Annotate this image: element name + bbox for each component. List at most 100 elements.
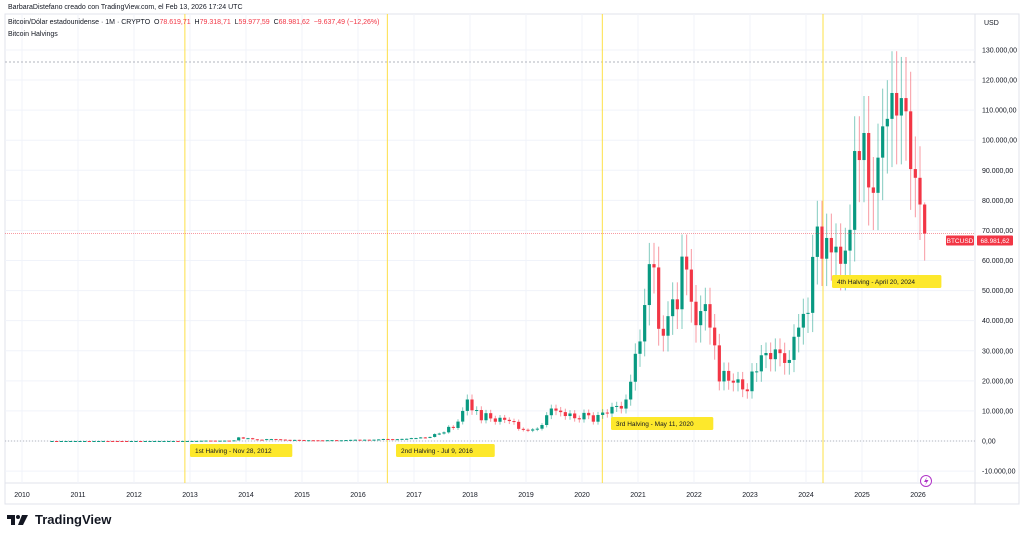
candle-body bbox=[638, 341, 642, 354]
candle bbox=[106, 440, 110, 442]
candle-body bbox=[545, 415, 549, 425]
open-label: O bbox=[154, 19, 160, 26]
candle-body bbox=[554, 408, 558, 411]
chart-credit: BarbaraDistefano creado con TradingView.… bbox=[8, 4, 243, 11]
candle bbox=[470, 394, 474, 415]
x-tick-label: 2018 bbox=[462, 492, 478, 499]
candle-body bbox=[605, 412, 609, 414]
candle bbox=[307, 440, 311, 442]
candle bbox=[909, 71, 913, 210]
candle-body bbox=[302, 440, 306, 442]
candle bbox=[750, 363, 754, 399]
candle bbox=[139, 440, 143, 442]
tradingview-logo[interactable]: TradingView bbox=[7, 512, 111, 527]
candle-body bbox=[829, 237, 833, 253]
candle-body bbox=[769, 353, 773, 360]
x-tick-label: 2022 bbox=[686, 492, 702, 499]
candle-body bbox=[265, 439, 269, 441]
candle bbox=[251, 437, 255, 440]
indicator-title[interactable]: Bitcoin Halvings bbox=[8, 31, 58, 38]
y-tick-label: 40.000,00 bbox=[982, 318, 1013, 325]
candle-body bbox=[199, 440, 203, 442]
candle-body bbox=[717, 345, 721, 382]
candle-body bbox=[83, 440, 87, 442]
y-tick-label: 30.000,00 bbox=[982, 348, 1013, 355]
candle bbox=[171, 440, 175, 442]
candle bbox=[736, 371, 740, 392]
candle bbox=[913, 136, 917, 218]
candle bbox=[507, 417, 511, 425]
candle-body bbox=[73, 440, 77, 442]
candle bbox=[610, 402, 614, 418]
candle-body bbox=[97, 440, 101, 442]
candle bbox=[871, 156, 875, 231]
candle-body bbox=[423, 437, 427, 439]
candle-body bbox=[213, 440, 217, 442]
candle bbox=[120, 440, 124, 442]
candle-body bbox=[503, 417, 507, 420]
high-value: 79.318,71 bbox=[199, 19, 231, 26]
candle-body bbox=[563, 412, 567, 417]
open-value: 78.619,71 bbox=[159, 19, 191, 26]
candle-body bbox=[582, 412, 586, 420]
candle-body bbox=[610, 406, 614, 414]
candle-body bbox=[685, 256, 689, 270]
candle bbox=[783, 342, 787, 375]
candle bbox=[773, 338, 777, 372]
candle-body bbox=[279, 439, 283, 441]
candle-body bbox=[843, 250, 847, 264]
candle-body bbox=[274, 439, 278, 441]
candle bbox=[694, 285, 698, 343]
candle-body bbox=[521, 428, 525, 430]
candle bbox=[237, 436, 241, 441]
candle bbox=[629, 374, 633, 406]
candle-body bbox=[111, 440, 115, 442]
candle bbox=[143, 440, 147, 442]
candle bbox=[540, 423, 544, 431]
candle bbox=[50, 440, 54, 442]
tradingview-logo-icon bbox=[7, 514, 28, 525]
candle-body bbox=[857, 151, 861, 161]
candle-body bbox=[657, 267, 661, 329]
candle bbox=[316, 440, 320, 442]
lightning-icon-bolt bbox=[924, 477, 929, 486]
candle bbox=[899, 56, 903, 165]
candle bbox=[409, 437, 413, 440]
candle bbox=[568, 410, 572, 420]
candle-body bbox=[787, 359, 791, 363]
candle bbox=[87, 440, 91, 442]
candle-body bbox=[283, 439, 287, 441]
halving-label-bg bbox=[611, 417, 714, 430]
candle bbox=[176, 440, 180, 442]
close-value: 68.981,62 bbox=[278, 19, 310, 26]
x-tick-label: 2025 bbox=[854, 492, 870, 499]
candle bbox=[325, 440, 329, 442]
x-tick-label: 2016 bbox=[350, 492, 366, 499]
candle bbox=[321, 440, 325, 442]
y-tick-label: 100.000,00 bbox=[982, 138, 1017, 145]
lightning-icon[interactable] bbox=[920, 475, 932, 487]
candle-body bbox=[750, 371, 754, 392]
candle bbox=[428, 436, 432, 439]
candle bbox=[559, 406, 563, 417]
candle-body bbox=[433, 434, 437, 437]
candle bbox=[517, 419, 521, 431]
candle bbox=[657, 246, 661, 346]
candle-body bbox=[209, 440, 213, 442]
candle bbox=[531, 428, 535, 433]
symbol-tag-bg bbox=[946, 235, 974, 246]
candle bbox=[745, 383, 749, 399]
symbol-title[interactable]: Bitcoin/Dólar estadounidense · 1M · CRYP… bbox=[8, 19, 151, 26]
candle bbox=[73, 440, 77, 442]
candle bbox=[479, 406, 483, 424]
candle bbox=[619, 401, 623, 414]
candle-body bbox=[801, 313, 805, 328]
candle-body bbox=[307, 440, 311, 442]
candle-body bbox=[134, 440, 138, 442]
candle bbox=[675, 282, 679, 330]
candle-body bbox=[755, 371, 759, 373]
currency-label[interactable]: USD bbox=[984, 20, 999, 27]
y-tick-label: 10.000,00 bbox=[982, 408, 1013, 415]
x-tick-label: 2011 bbox=[70, 492, 85, 499]
